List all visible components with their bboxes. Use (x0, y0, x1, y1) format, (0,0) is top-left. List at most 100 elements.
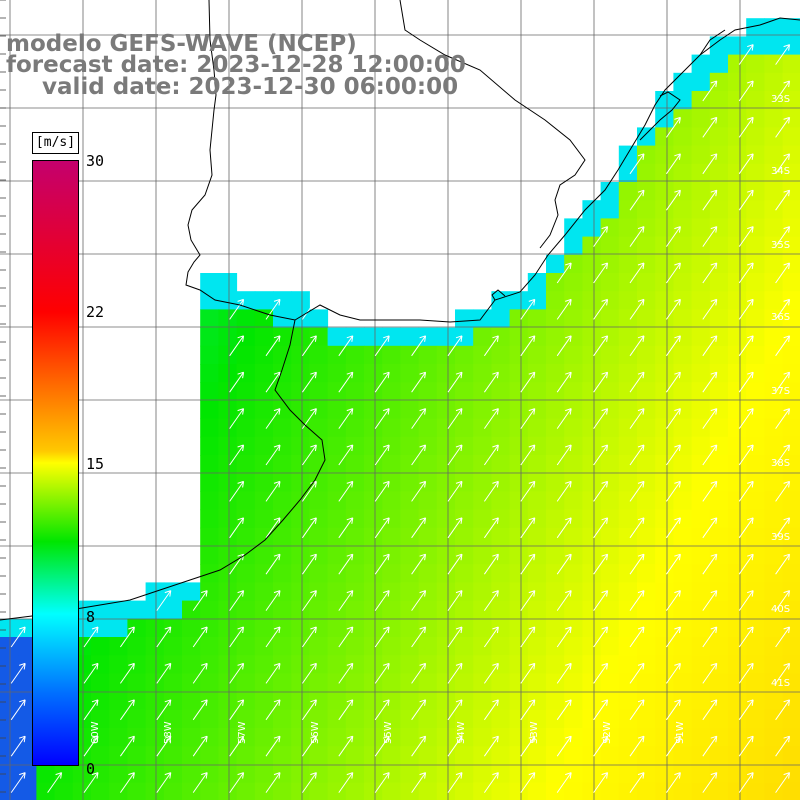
wind-speed-cell (764, 218, 784, 238)
wind-speed-cell (728, 782, 747, 800)
wind-speed-cell (509, 764, 529, 784)
wind-speed-cell (364, 382, 383, 401)
wind-speed-cell (782, 127, 800, 147)
wind-speed-cell (418, 473, 438, 492)
wind-speed-cell (764, 145, 784, 165)
wind-speed-cell (782, 273, 800, 292)
wind-speed-cell (564, 527, 583, 547)
wind-speed-cell (145, 655, 165, 674)
wind-speed-cell (673, 509, 693, 529)
wind-speed-cell (455, 473, 474, 492)
wind-arrow (702, 80, 718, 102)
wind-speed-cell (455, 418, 474, 438)
wind-arrow (520, 626, 536, 648)
wind-speed-cell (254, 709, 274, 729)
wind-speed-cell (91, 709, 110, 729)
wind-speed-cell (746, 382, 765, 401)
wind-speed-cell (637, 673, 656, 693)
wind-speed-cell (782, 782, 800, 800)
wind-speed-cell (364, 491, 383, 511)
wind-speed-cell (382, 327, 401, 347)
wind-arrow (702, 226, 718, 247)
coastline (185, 0, 800, 323)
wind-speed-cell (491, 564, 511, 583)
wind-arrow (338, 335, 354, 357)
wind-arrow (374, 553, 390, 575)
wind-speed-cell (709, 673, 729, 693)
wind-arrow (520, 371, 536, 393)
wind-speed-cell (728, 72, 747, 92)
wind-speed-cell (691, 163, 711, 183)
wind-arrow (411, 590, 427, 611)
wind-arrow (156, 626, 172, 648)
wind-speed-cell (382, 436, 401, 456)
colorbar-tick: 22 (86, 303, 105, 321)
wind-speed-cell (327, 382, 347, 401)
wind-speed-cell (327, 436, 347, 456)
wind-speed-cell (309, 309, 329, 329)
wind-speed-cell (91, 728, 110, 747)
wind-speed-cell (473, 709, 492, 729)
wind-speed-cell (691, 618, 711, 638)
wind-speed-cell (455, 546, 474, 565)
wind-speed-cell (746, 18, 765, 37)
wind-speed-cell (764, 200, 784, 219)
wind-arrow (702, 626, 718, 648)
wind-speed-cell (709, 273, 729, 292)
wind-arrow (229, 335, 245, 357)
wind-speed-cell (746, 72, 765, 92)
wind-speed-cell (637, 364, 656, 383)
wind-speed-cell (309, 546, 329, 565)
colorbar-unit: [m/s] (32, 132, 79, 154)
wind-speed-cell (54, 764, 74, 784)
wind-arrow (483, 371, 499, 393)
wind-speed-cell (764, 582, 784, 602)
wind-speed-cell (564, 582, 583, 602)
wind-speed-cell (728, 564, 747, 583)
wind-speed-cell (364, 509, 383, 529)
wind-arrow (593, 626, 609, 648)
wind-speed-cell (600, 491, 620, 511)
wind-speed-cell (382, 618, 401, 638)
wind-speed-cell (728, 436, 747, 456)
wind-speed-cell (728, 673, 747, 693)
wind-speed-cell (637, 200, 656, 219)
wind-speed-cell (764, 400, 784, 420)
wind-speed-cell (163, 746, 183, 765)
wind-speed-cell (673, 691, 693, 711)
wind-arrow (265, 772, 281, 793)
wind-speed-cell (764, 254, 784, 274)
wind-speed-cell (782, 655, 800, 674)
wind-speed-cell (546, 327, 565, 347)
wind-speed-cell (291, 364, 310, 383)
wind-speed-cell (327, 327, 347, 347)
wind-speed-cell (418, 418, 438, 438)
wind-speed-cell (691, 746, 711, 765)
wind-speed-cell (618, 564, 638, 583)
wind-arrow (775, 699, 791, 721)
wind-speed-cell (273, 564, 292, 583)
wind-speed-cell (764, 163, 784, 183)
wind-speed-cell (436, 655, 456, 674)
wind-arrow (447, 699, 463, 721)
wind-speed-cell (491, 309, 511, 329)
wind-arrow (593, 371, 609, 393)
wind-speed-cell (382, 600, 401, 620)
wind-speed-cell (691, 728, 711, 747)
wind-speed-cell (91, 782, 110, 800)
wind-arrow (593, 480, 609, 502)
wind-speed-cell (709, 236, 729, 256)
wind-arrow (775, 371, 791, 393)
wind-speed-cell (691, 91, 711, 110)
wind-speed-cell (273, 618, 292, 638)
wind-speed-cell (655, 782, 674, 800)
wind-speed-cell (637, 254, 656, 274)
wind-speed-cell (200, 491, 219, 511)
wind-speed-cell (254, 637, 274, 656)
wind-arrow (556, 553, 572, 575)
wind-speed-cell (509, 527, 529, 547)
wind-speed-cell (709, 709, 729, 729)
wind-speed-cell (564, 637, 583, 656)
wind-arrow (665, 735, 681, 757)
wind-speed-cell (254, 418, 274, 438)
